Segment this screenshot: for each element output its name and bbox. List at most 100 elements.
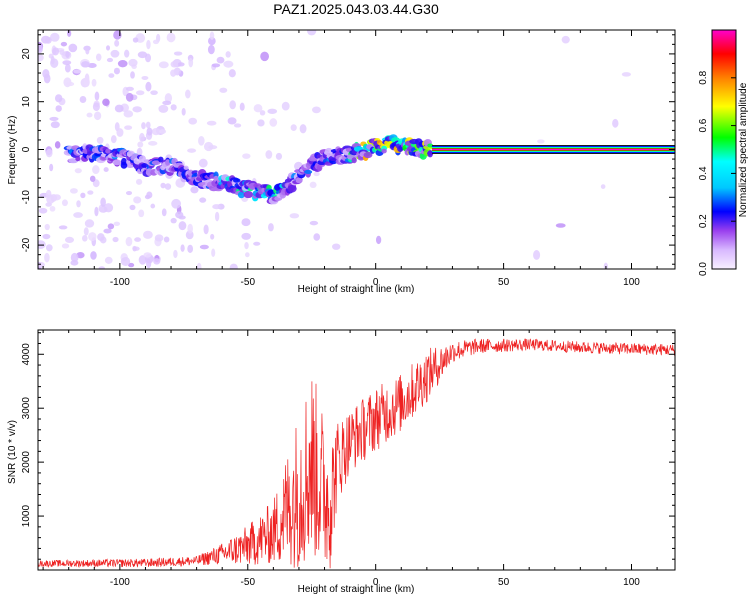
colorbar-tick-label: 0.6: [698, 118, 709, 132]
spectrogram-cell: [125, 86, 134, 91]
spectrogram-cell: [229, 263, 238, 269]
spectrogram-cell: [146, 39, 151, 50]
spectrogram-cell: [49, 163, 54, 172]
spectrogram-cell: [106, 57, 114, 63]
spectrogram-cell: [95, 53, 102, 61]
spectrogram-cell: [38, 240, 46, 249]
spectrogram-cell: [210, 233, 215, 240]
colorbar-label: Normalized spectral amplitude: [738, 82, 749, 217]
spectrogram-cell: [73, 212, 83, 218]
spectrogram-cell: [245, 252, 250, 258]
spectrogram-cell: [69, 188, 78, 194]
spectrogram-cell: [42, 68, 50, 79]
spectrogram-cell: [268, 223, 274, 232]
spectrogram-cell: [196, 262, 202, 269]
spectrogram-cell: [128, 262, 135, 268]
spectrogram-cell: [50, 121, 60, 129]
snr-panel: -100 -50 0 50 100 1000 2000 3000 4000 Height of …: [7, 329, 676, 595]
spectrogram-cell: [94, 91, 100, 101]
spectrogram-cell: [85, 47, 90, 55]
spectrogram-cell: [163, 236, 170, 243]
spectrogram-cell: [125, 190, 133, 196]
spectrogram-cell: [66, 81, 75, 87]
spectrogram-cell: [164, 93, 173, 103]
spectrogram-cell: [65, 51, 70, 58]
colorbar-tick-label: 0.2: [698, 214, 709, 228]
spectrogram-cell: [83, 227, 89, 236]
spectrogram-cell: [137, 51, 148, 59]
spectrogram-cell: [143, 230, 153, 239]
spectrogram-cell: [603, 262, 608, 269]
spectrogram-cell: [281, 101, 290, 111]
spectrogram-ridge-cell: [304, 169, 313, 175]
spectrogram-cell: [257, 119, 265, 127]
spectrogram-cell: [108, 73, 115, 78]
spectrogram-cell: [90, 251, 97, 260]
spectrogram-cell: [188, 57, 194, 68]
spectrogram-cell: [106, 45, 111, 51]
spectrogram-cell: [100, 197, 106, 207]
spectrogram-cell: [171, 198, 182, 209]
spectrogram-cell: [38, 207, 48, 214]
spectrogram-cell: [154, 234, 164, 242]
spectrogram-cell: [150, 90, 158, 96]
spectrogram-cell: [161, 208, 167, 217]
spectrogram-cell: [188, 117, 198, 125]
spectrogram-cell: [269, 118, 278, 127]
spectrogram-cell: [86, 112, 93, 118]
spectrogram-cell: [46, 194, 55, 204]
spectrogram-cell: [290, 124, 297, 132]
spectrogram-ridge-cell: [94, 152, 103, 157]
spectrogram-cell: [54, 94, 63, 103]
spectrogram-cell: [561, 35, 570, 44]
spectrogram-y-label: Frequency (Hz): [7, 116, 18, 185]
spectrogram-cell: [223, 60, 234, 68]
spectrogram-cell: [133, 196, 142, 204]
spectrogram-cell: [225, 51, 231, 58]
spectrogram-cell: [203, 224, 209, 235]
spectrogram-cell: [61, 243, 70, 249]
spectrogram-cell: [159, 129, 167, 134]
spectrogram-cell: [123, 110, 134, 118]
spectrogram-cell: [203, 141, 214, 152]
spectrogram-cell: [81, 235, 88, 242]
spectrogram-cell: [208, 36, 216, 46]
spectrogram-cell: [60, 41, 68, 47]
colorbar-tick-label: 0.4: [698, 166, 709, 180]
spectrogram-cell: [175, 211, 184, 219]
snr-frame: [37, 329, 676, 571]
colorbar-tick-label: 0.8: [698, 70, 709, 84]
spectrogram-cell: [110, 49, 120, 58]
spectrogram-cell: [212, 204, 221, 210]
spectrogram-cell: [289, 213, 300, 219]
spectrogram-cell: [110, 135, 117, 144]
spectrogram-cell: [92, 179, 100, 188]
colorbar-frame: [711, 29, 737, 270]
x-tick-label: 0: [373, 577, 379, 588]
spectrogram-cell: [177, 62, 185, 67]
x-tick-label: -50: [241, 277, 256, 288]
spectrogram-cell: [135, 178, 143, 185]
spectrogram-cell: [241, 232, 252, 240]
y-tick-label: 20: [21, 48, 32, 60]
spectrogram-cell: [96, 136, 104, 144]
spectrogram-cell: [206, 120, 217, 126]
spectrogram-cell: [125, 92, 134, 102]
spectrogram-cell: [49, 205, 56, 212]
spectrogram-cell: [173, 51, 183, 56]
x-tick-label: 50: [498, 277, 510, 288]
x-tick-label: 50: [498, 577, 510, 588]
spectrogram-cell: [124, 49, 130, 58]
spectrogram-cell: [138, 255, 147, 265]
spectrogram-cell: [129, 204, 136, 211]
spectrogram-cell: [260, 51, 270, 62]
spectrogram-cell: [94, 206, 99, 217]
colorbar-gradient: [712, 30, 736, 269]
spectrogram-cell: [70, 252, 79, 263]
spectrogram-cell: [209, 31, 215, 40]
spectrogram-ridge-cell: [427, 150, 433, 158]
spectrogram-cell: [214, 211, 220, 222]
spectrogram-cell: [170, 61, 179, 68]
spectrogram-ridge-cell: [363, 151, 373, 159]
spectrogram-cell: [120, 256, 131, 266]
